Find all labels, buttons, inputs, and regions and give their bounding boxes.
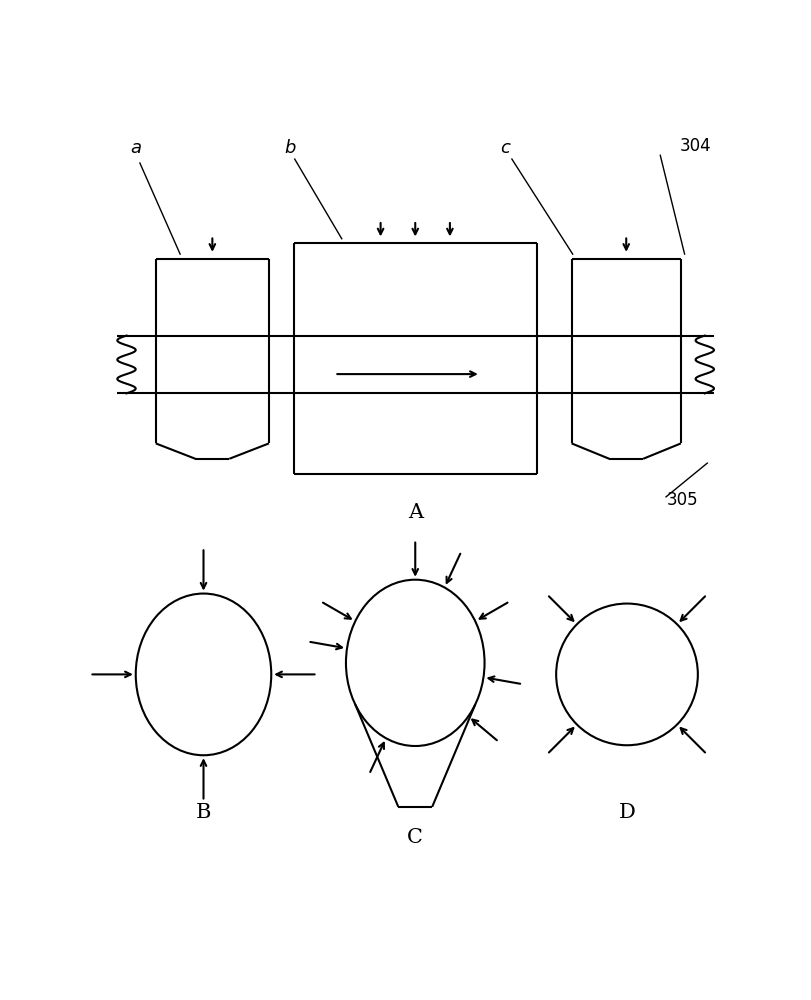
Text: a: a [131, 139, 141, 157]
Text: c: c [500, 139, 510, 157]
Text: B: B [195, 804, 211, 822]
Text: 305: 305 [667, 491, 698, 509]
Text: C: C [407, 828, 423, 847]
Text: A: A [408, 503, 423, 522]
Text: D: D [619, 804, 636, 822]
Text: b: b [285, 139, 296, 157]
Text: 304: 304 [680, 137, 711, 155]
